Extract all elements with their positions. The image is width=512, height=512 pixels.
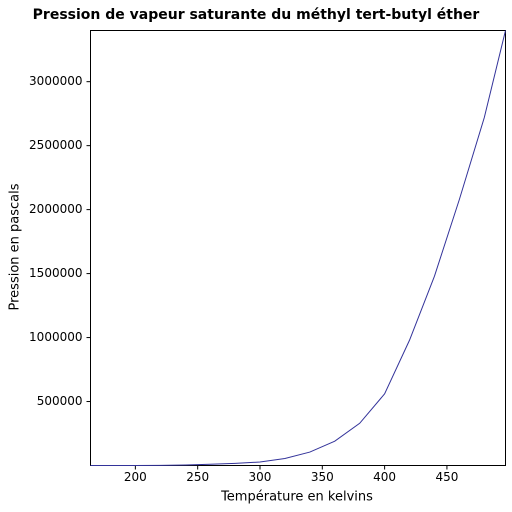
y-axis-label: Pression en pascals [8,183,23,310]
y-tick-label: 1500000 [29,266,82,280]
y-tick-label: 2500000 [29,138,82,152]
x-tick-label: 300 [249,470,272,484]
y-tick-label: 1000000 [29,330,82,344]
y-tick-label: 2000000 [29,202,82,216]
x-tick-label: 250 [186,470,209,484]
x-axis-label: Température en kelvins [220,490,373,505]
x-tick-label: 450 [435,470,458,484]
data-line [90,30,506,466]
x-tick-label: 350 [311,470,334,484]
x-tick-label: 200 [124,470,147,484]
plot-frame [90,30,506,466]
y-tick-label: 3000000 [29,74,82,88]
y-tick-label: 500000 [37,394,83,408]
x-tick-label: 400 [373,470,396,484]
chart-title: Pression de vapeur saturante du méthyl t… [33,7,480,23]
